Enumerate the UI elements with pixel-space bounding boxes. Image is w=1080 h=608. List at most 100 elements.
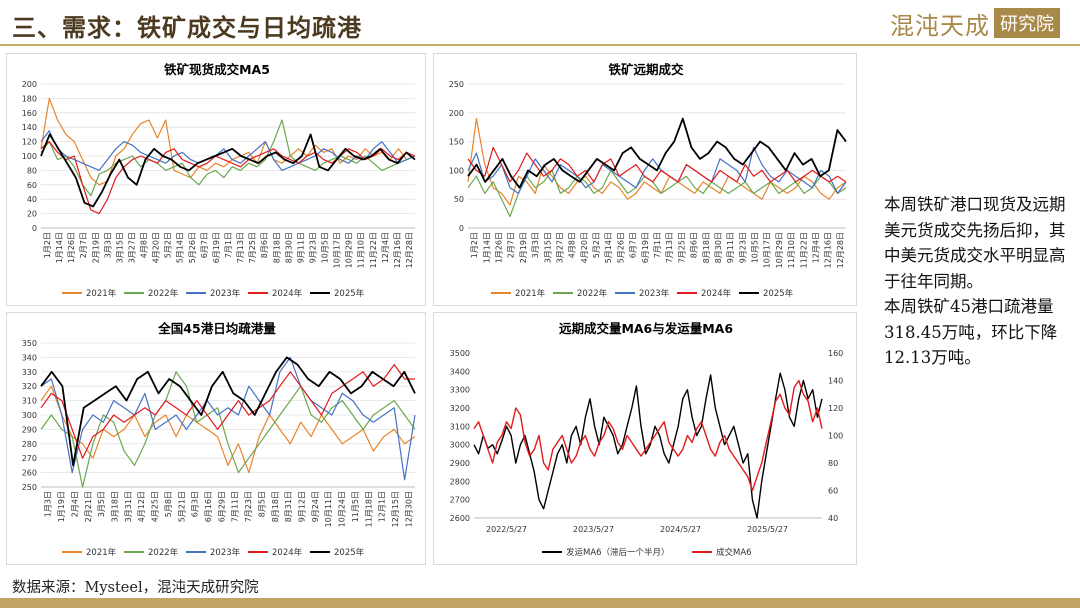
x-tick-label: 4月25日 [151,491,160,522]
legend-label: 2024年 [272,547,303,558]
legend-label: 2022年 [148,288,179,299]
x-tick-label: 4月20日 [580,232,589,263]
chart-forward-panel: 铁矿远期成交 0 50 100 150 200 250 1月2日 1月14日 1月26日 2月7日 2… [433,53,857,306]
legend-label: 发运MA6（滞后一个半月） [566,547,670,558]
x-tick-label: 12月16日 [824,232,833,268]
x-tick-label: 10月29日 [345,232,354,268]
series-line [40,130,416,172]
legend-label: 2024年 [701,288,732,299]
x-tick-label: 7月23日 [244,491,253,522]
x-tick-label: 2024/5/27 [660,525,701,534]
y-tick-label: 340 [22,353,37,362]
y2-tick-label: 40 [828,514,838,523]
y2-tick-label: 140 [828,377,843,386]
x-tick-label: 2月19日 [519,232,528,263]
logo-box: 研究院 [994,8,1060,38]
y-tick-label: 3500 [450,349,470,358]
x-tick-label: 3月15日 [115,232,124,263]
x-tick-label: 7月11日 [231,491,240,522]
y-tick-label: 150 [449,138,464,147]
x-tick-label: 8月30日 [284,232,293,263]
series-line [473,379,823,492]
y-tick-label: 40 [27,195,37,204]
series-line [40,133,416,208]
x-tick-label: 3月27日 [555,232,564,263]
y-tick-label: 250 [22,483,37,492]
brand-logo: 混沌天成 研究院 [890,6,1060,40]
x-tick-label: 6月19日 [212,232,221,263]
chart-ma6: 远期成交量MA6与发运量MA6 2600 2700 2800 2900 3000 3100 3… [450,321,844,558]
commentary-paragraph-2: 本周铁矿45港口疏港量318.45万吨，环比下降12.13万吨。 [884,297,1058,367]
y-tick-label: 80 [27,166,37,175]
legend-label: 2023年 [639,288,670,299]
y-tick-label: 160 [22,109,37,118]
series-line [40,356,416,481]
series-line [40,356,416,467]
legend-label: 2024年 [272,288,303,299]
x-tick-label: 11月10日 [787,232,796,268]
series-line [467,146,847,194]
x-tick-label: 9月23日 [308,232,317,263]
legend-label: 2022年 [148,547,179,558]
x-tick-label: 8月6日 [260,232,269,258]
y-tick-label: 3400 [450,367,470,376]
chart-port-panel: 全国45港日均疏港量 250 260 270 280 290 300 310 320 330 340… [6,312,426,565]
x-tick-label: 2023/5/27 [573,525,614,534]
x-tick-label: 7月25日 [677,232,686,263]
x-tick-label: 1月2日 [470,232,479,258]
x-tick-label: 9月23日 [738,232,747,263]
y-tick-label: 200 [22,80,37,89]
x-tick-label: 8月18日 [702,232,711,263]
x-tick-label: 12月16日 [393,232,402,268]
x-tick-label: 4月8日 [140,232,149,258]
y-tick-label: 200 [449,109,464,118]
x-tick-label: 1月3日 [44,491,53,517]
x-tick-label: 6月7日 [200,232,209,258]
legend-label: 成交MA6 [716,547,752,558]
y-tick-label: 320 [22,382,37,391]
x-tick-label: 9月11日 [726,232,735,263]
x-tick-label: 3月3日 [531,232,540,258]
y2-tick-label: 100 [828,432,843,441]
x-tick-label: 3月3日 [103,232,112,258]
x-tick-label: 1月2日 [43,232,52,258]
x-tick-label: 2月7日 [507,232,516,258]
x-tick-label: 11月18日 [364,491,373,527]
x-tick-label: 4月20日 [152,232,161,263]
x-tick-label: 7月13日 [665,232,674,263]
x-tick-label: 3月15日 [543,232,552,263]
x-tick-label: 4月12日 [137,491,146,522]
x-tick-label: 10月5日 [751,232,760,263]
legend-label: 2025年 [334,547,365,558]
x-tick-label: 10月17日 [763,232,772,268]
series-line [467,117,847,189]
y-tick-label: 290 [22,425,37,434]
y-tick-label: 2600 [450,514,470,523]
commentary-paragraph-1: 本周铁矿港口现货及远期美元货成交先扬后抑，其中美元货成交水平明显高于往年同期。 [884,195,1066,291]
x-tick-label: 10月29日 [775,232,784,268]
bottom-bar [0,598,1080,608]
x-tick-label: 8月18日 [272,232,281,263]
x-tick-label: 5月8日 [164,491,173,517]
legend-label: 2021年 [86,288,117,299]
x-tick-label: 11月5日 [351,491,360,522]
x-tick-label: 8月5日 [257,491,266,517]
y-tick-label: 0 [32,224,37,233]
x-tick-label: 3月18日 [110,491,119,522]
series-line [467,146,847,183]
chart-title: 铁矿远期成交 [608,62,684,77]
x-tick-label: 2022/5/27 [486,525,527,534]
title-divider [0,44,1080,46]
x-tick-label: 2月21日 [84,491,93,522]
x-tick-label: 4月8日 [568,232,577,258]
chart-title: 远期成交量MA6与发运量MA6 [559,321,733,336]
y2-tick-label: 60 [828,487,838,496]
x-tick-label: 9月11日 [296,232,305,263]
x-tick-label: 3月5日 [97,491,106,517]
commentary-text: 本周铁矿港口现货及远期美元货成交先扬后抑，其中美元货成交水平明显高于往年同期。 … [884,192,1069,371]
x-tick-label: 11月10日 [357,232,366,268]
x-tick-label: 2月19日 [91,232,100,263]
x-tick-label: 12月15日 [391,491,400,527]
x-tick-label: 1月14日 [482,232,491,263]
